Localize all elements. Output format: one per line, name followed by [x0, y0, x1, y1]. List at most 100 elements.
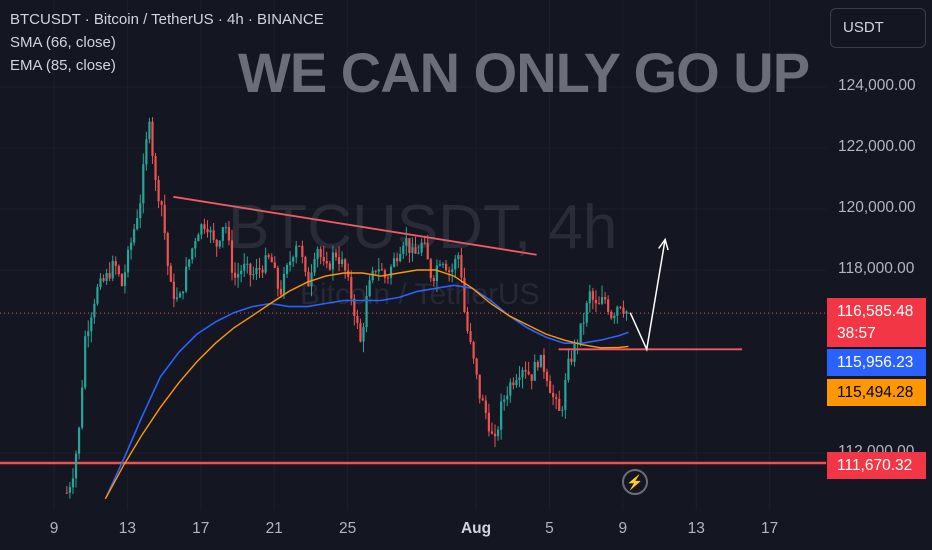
price-tick-label: 122,000.00 — [838, 138, 916, 155]
candle-body — [600, 297, 604, 304]
candle-body — [344, 259, 347, 271]
legend-sma[interactable]: SMA (66, close) — [10, 34, 116, 51]
legend-symbol[interactable]: BTCUSDT · Bitcoin / TetherUS · 4h · BINA… — [10, 11, 324, 28]
candle-body — [203, 224, 206, 229]
candle-body — [588, 291, 591, 304]
candle-body — [496, 429, 500, 437]
arrow-head — [658, 237, 669, 251]
candle-body — [536, 361, 539, 368]
candle-body — [224, 227, 227, 229]
candle-body — [423, 242, 426, 244]
currency-button[interactable]: USDT — [830, 8, 926, 48]
time-tick-label: 9 — [618, 520, 628, 537]
candle-body — [527, 371, 530, 375]
candle-body — [503, 399, 506, 402]
candle-body — [448, 270, 451, 272]
candle-body — [582, 322, 585, 324]
candle-body — [604, 297, 607, 300]
candle-body — [172, 281, 175, 300]
candle-body — [316, 248, 319, 259]
candles — [65, 117, 628, 499]
candle-body — [350, 276, 353, 299]
candle-body — [521, 369, 524, 378]
candle-body — [301, 245, 304, 257]
candle-body — [478, 374, 481, 399]
candle-body — [548, 381, 552, 393]
candle-body — [368, 280, 371, 297]
candle-body — [405, 238, 408, 246]
candle-body — [111, 261, 114, 279]
candle-body — [466, 311, 469, 332]
candle-body — [509, 382, 512, 396]
candle-body — [386, 277, 390, 279]
candle-body — [359, 322, 362, 342]
candle-body — [136, 218, 139, 230]
candle-body — [129, 242, 133, 250]
lightning-icon[interactable]: ⚡ — [622, 469, 648, 495]
candle-body — [169, 265, 172, 282]
candle-body — [594, 299, 598, 304]
candle-body — [240, 270, 243, 275]
candle-body — [389, 266, 393, 278]
candle-body — [417, 252, 420, 254]
candle-body — [441, 263, 445, 265]
candle-body — [414, 247, 417, 254]
candle-body — [337, 257, 341, 265]
candle-body — [114, 261, 117, 266]
candle-body — [273, 262, 276, 268]
candle-body — [334, 252, 338, 258]
candle-body — [374, 270, 377, 272]
candle-body — [206, 228, 209, 233]
candle-body — [237, 274, 240, 278]
candle-body — [90, 317, 93, 332]
candle-body — [383, 270, 387, 278]
candle-body — [619, 306, 622, 308]
last-price-tag: 116,585.48 38:57 — [827, 298, 926, 347]
candle-body — [99, 278, 102, 288]
candle-body — [524, 369, 527, 372]
candle-body — [295, 245, 298, 258]
candle-body — [249, 263, 252, 276]
candle-body — [402, 245, 405, 254]
candle-body — [380, 269, 383, 271]
candle-body — [396, 258, 399, 262]
candle-body — [157, 179, 160, 202]
candle-body — [105, 272, 108, 281]
time-tick-label: Aug — [460, 520, 492, 537]
candle-body — [328, 263, 331, 270]
candle-body — [622, 307, 625, 314]
candle-body — [166, 233, 169, 266]
candle-body — [148, 121, 151, 140]
candle-body — [591, 291, 594, 300]
candle-body — [356, 315, 359, 323]
candle-body — [221, 227, 224, 241]
price-tick-label: 120,000.00 — [838, 199, 916, 216]
candle-body — [209, 230, 212, 233]
candle-body — [585, 303, 588, 323]
candle-body — [139, 203, 142, 219]
candle-body — [451, 269, 454, 272]
candle-body — [561, 409, 564, 411]
candle-body — [438, 264, 442, 266]
candle-body — [472, 341, 475, 359]
candle-body — [191, 248, 194, 260]
candle-body — [518, 377, 521, 380]
ema-price-tag: 115,494.28 — [827, 379, 926, 406]
candle-body — [432, 278, 435, 282]
candle-body — [429, 259, 432, 279]
user-drawings[interactable] — [173, 195, 743, 352]
sma-66-line — [104, 284, 629, 500]
candle-body — [506, 395, 509, 400]
price-tick-label: 124,000.00 — [838, 77, 916, 94]
candle-body — [616, 306, 619, 316]
descending-trendline — [173, 195, 537, 256]
candle-body — [310, 272, 313, 287]
candle-body — [126, 249, 130, 273]
candle-body — [154, 156, 157, 180]
candle-body — [392, 258, 396, 267]
time-tick-label: 25 — [338, 520, 357, 537]
legend-ema[interactable]: EMA (85, close) — [10, 57, 116, 74]
candle-body — [282, 273, 286, 295]
candle-body — [200, 224, 203, 235]
